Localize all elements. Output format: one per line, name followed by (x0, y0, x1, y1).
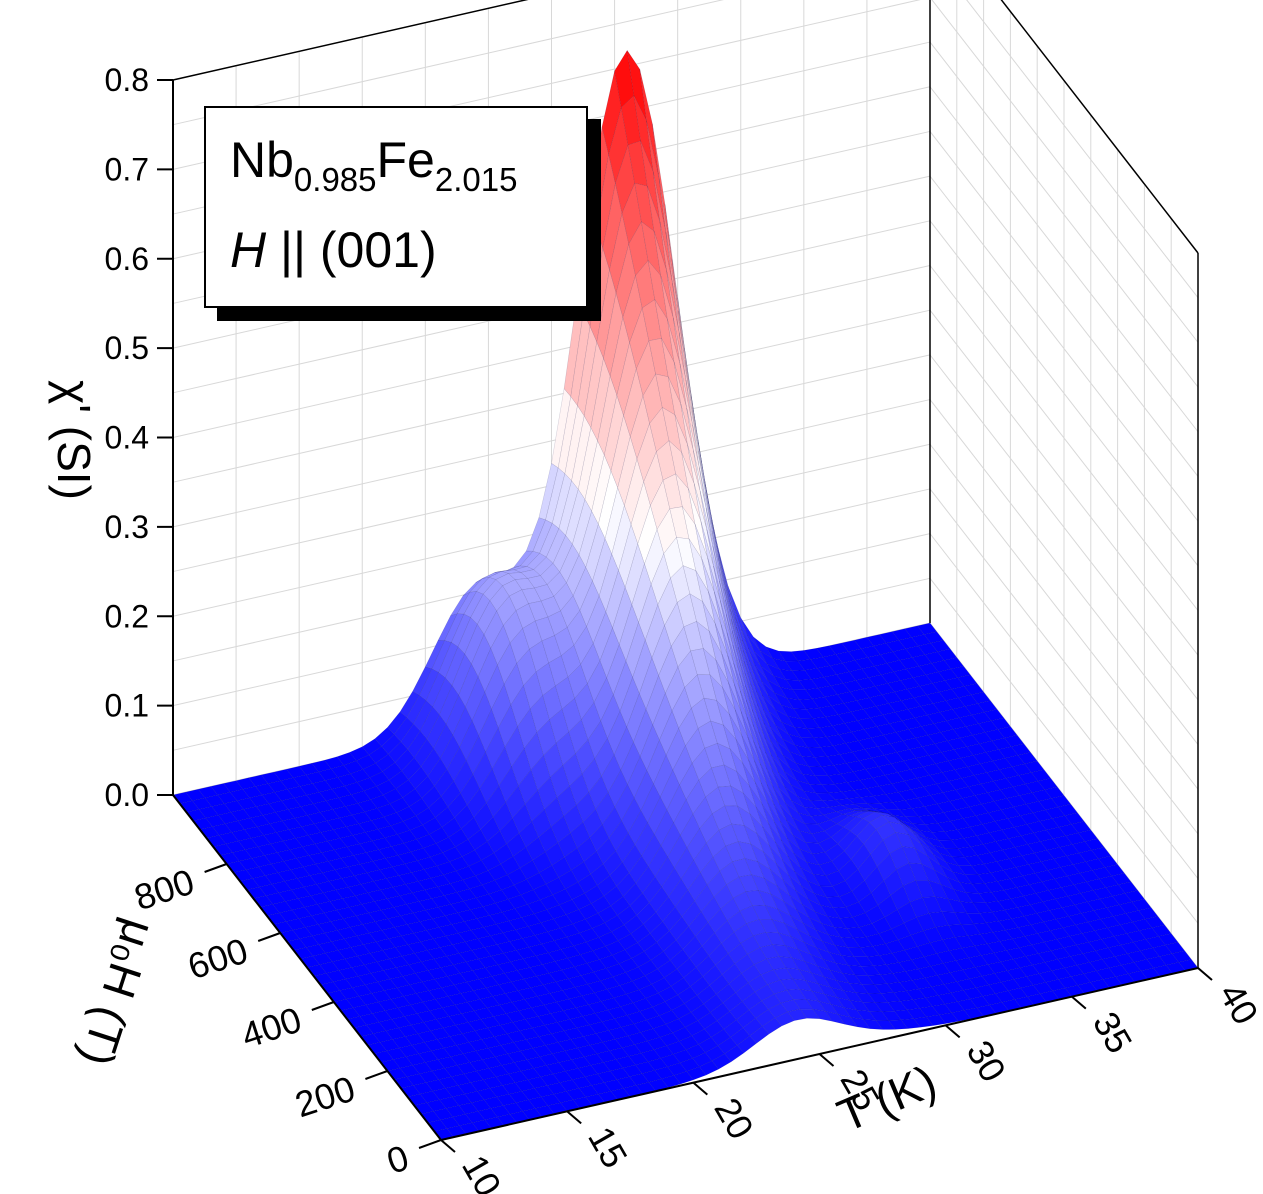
t-tick (692, 1081, 708, 1096)
z-axis-label: χ' (SI) (48, 380, 100, 500)
h-tick-label: 600 (183, 930, 253, 988)
t-tick (818, 1053, 835, 1067)
axes: 0.00.10.20.30.40.50.60.70.81015202530354… (105, 62, 1263, 1194)
t-tick-label: 15 (580, 1119, 636, 1174)
grid-line (929, 175, 1199, 522)
grid-line (929, 533, 1199, 879)
t-tick (945, 1024, 961, 1039)
surface-cell (970, 691, 991, 704)
t-tick-label: 40 (1211, 976, 1263, 1031)
surface-cell (1104, 864, 1125, 877)
surface-cell (1071, 821, 1092, 834)
h-axis-label: μ₀H (T) (70, 913, 166, 1072)
z-tick-label: 0.8 (105, 62, 149, 98)
z-tick-label: 0.2 (105, 598, 149, 634)
surface-mesh (172, 49, 1199, 1141)
compound-formula: Nb0.985Fe2.015 (230, 132, 518, 198)
box-edge (172, 0, 529, 81)
h-tick (311, 1001, 335, 1011)
grid-line (929, 399, 1199, 745)
t-tick-label: 30 (959, 1033, 1015, 1088)
legend-box: Nb0.985Fe2.015 H || (001) (204, 106, 588, 308)
z-tick-label: 0.6 (105, 241, 149, 277)
z-tick-label: 0.5 (105, 330, 149, 366)
grid-line (929, 309, 1199, 656)
h-tick (204, 863, 227, 873)
t-tick-label: 35 (1085, 1005, 1141, 1060)
grid-line (929, 220, 1199, 567)
grid-line (931, 0, 1199, 343)
grid-line (929, 488, 1199, 835)
field-direction: H || (001) (230, 222, 437, 278)
surface-cell (937, 648, 958, 661)
grid-line (172, 354, 931, 528)
grid-line (929, 578, 1199, 924)
grid-line (172, 265, 931, 438)
grid-line (172, 0, 725, 126)
z-tick-label: 0.3 (105, 509, 149, 545)
box-edge (1000, 0, 1199, 254)
t-tick (1197, 967, 1213, 981)
h-tick (365, 1070, 388, 1080)
axis-line (172, 794, 442, 1141)
z-tick-label: 0.1 (105, 688, 149, 724)
t-tick (440, 1139, 456, 1153)
t-tick-label: 20 (706, 1091, 762, 1146)
t-tick (566, 1110, 582, 1125)
z-tick-label: 0.4 (105, 420, 149, 456)
h-tick-label: 200 (290, 1068, 360, 1126)
surface-cell (963, 683, 985, 696)
grid-line (929, 41, 1199, 388)
surface-cell (943, 657, 964, 670)
z-tick-label: 0.7 (105, 151, 149, 187)
grid-line (929, 86, 1199, 433)
grid-line (929, 443, 1199, 790)
t-tick (1071, 995, 1087, 1010)
h-tick-label: 0 (382, 1137, 414, 1182)
z-tick-label: 0.0 (105, 777, 149, 813)
h-tick-label: 800 (129, 861, 199, 919)
h-tick (418, 1139, 442, 1149)
t-axis-label: T (K) (830, 1055, 944, 1142)
grid-line (966, 0, 1199, 298)
grid-line (929, 354, 1199, 701)
t-tick-label: 10 (454, 1148, 510, 1194)
grid-line (929, 131, 1199, 477)
surface-cell (997, 726, 1018, 739)
h-tick-label: 400 (236, 999, 306, 1057)
grid-line (929, 265, 1199, 611)
h-tick (257, 932, 281, 942)
grid-line (172, 309, 931, 483)
